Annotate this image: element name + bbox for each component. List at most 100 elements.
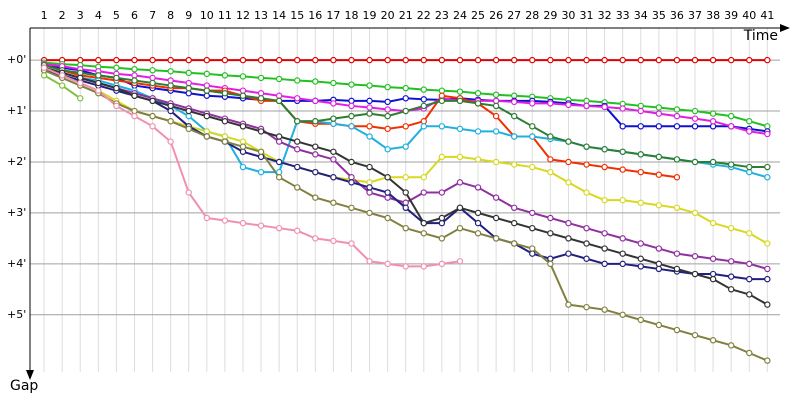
y-axis-label: Gap (10, 378, 38, 394)
data-point (565, 101, 572, 109)
data-point (366, 189, 373, 196)
data-point (348, 204, 355, 212)
data-point (77, 95, 84, 102)
data-point (257, 74, 265, 82)
data-point (456, 153, 464, 161)
data-point (330, 120, 337, 127)
data-point (709, 337, 717, 344)
data-point (764, 357, 771, 364)
data-point (330, 237, 337, 245)
data-point (673, 156, 681, 163)
data-point (655, 321, 663, 329)
data-point (691, 270, 699, 278)
x-tick-label: 33 (616, 9, 630, 22)
data-point (294, 163, 301, 171)
data-point (511, 98, 518, 106)
data-point (203, 128, 211, 135)
data-point (709, 56, 717, 64)
data-point (384, 260, 391, 268)
data-point (149, 79, 156, 87)
data-point (131, 107, 138, 115)
x-tick-label: 31 (580, 9, 594, 22)
x-tick-label: 10 (200, 9, 214, 22)
data-point (77, 56, 84, 64)
data-point (366, 184, 373, 191)
data-point (727, 273, 735, 280)
data-point (673, 204, 681, 212)
x-tick-label: 16 (308, 9, 322, 22)
data-point (619, 148, 626, 155)
data-point (402, 263, 409, 270)
data-point (583, 303, 590, 311)
data-point (655, 153, 663, 161)
data-point (492, 235, 500, 242)
x-tick-label: 40 (742, 9, 756, 22)
data-point (547, 100, 554, 107)
x-tick-label: 18 (344, 9, 358, 22)
data-point (529, 123, 536, 130)
x-tick-label: 6 (131, 9, 138, 22)
data-point (131, 112, 138, 120)
data-point (275, 168, 283, 176)
data-point (149, 123, 156, 130)
series-lines (40, 56, 771, 364)
data-point (474, 156, 482, 163)
data-point (275, 174, 283, 181)
x-tick-label: 5 (113, 9, 120, 22)
data-point (185, 56, 192, 64)
x-axis-arrow (780, 24, 790, 32)
data-point (601, 230, 608, 237)
data-point (764, 265, 771, 273)
data-point (366, 56, 373, 64)
data-point (637, 199, 644, 206)
data-point (709, 110, 717, 117)
y-tick-label: +4' (7, 257, 26, 270)
data-point (438, 235, 446, 242)
data-point (492, 194, 500, 201)
data-point (348, 81, 355, 88)
data-point (402, 95, 409, 102)
data-point (637, 168, 644, 176)
data-point (492, 91, 500, 98)
data-point (384, 194, 391, 201)
data-point (727, 123, 735, 130)
data-point (619, 123, 626, 130)
data-point (203, 133, 211, 140)
data-point (601, 306, 608, 313)
data-point (330, 156, 337, 163)
data-point (257, 90, 265, 97)
data-point (167, 107, 174, 115)
data-point (384, 106, 391, 113)
data-point (619, 260, 626, 268)
data-point (438, 214, 446, 222)
data-point (438, 87, 446, 94)
data-point (746, 230, 753, 237)
data-point (131, 77, 138, 84)
data-point (764, 275, 771, 283)
data-point (420, 86, 427, 93)
data-point (492, 97, 500, 105)
data-point (185, 84, 192, 92)
data-point (330, 174, 337, 181)
data-point (330, 199, 337, 206)
data-point (257, 95, 265, 102)
data-point (330, 56, 337, 64)
data-point (384, 112, 391, 120)
data-point (131, 72, 138, 79)
data-point (727, 224, 735, 232)
x-tick-label: 26 (489, 9, 503, 22)
x-tick-label: 20 (381, 9, 395, 22)
data-point (691, 123, 699, 130)
data-point (131, 92, 138, 99)
data-point (185, 112, 192, 120)
data-point (583, 97, 590, 105)
data-point (239, 92, 247, 99)
data-point (113, 84, 120, 92)
data-point (673, 106, 681, 113)
data-point (257, 56, 265, 64)
y-tick-label: +3' (7, 206, 26, 219)
data-point (474, 184, 482, 191)
data-point (583, 224, 590, 232)
data-point (511, 204, 518, 212)
data-point (384, 98, 391, 106)
